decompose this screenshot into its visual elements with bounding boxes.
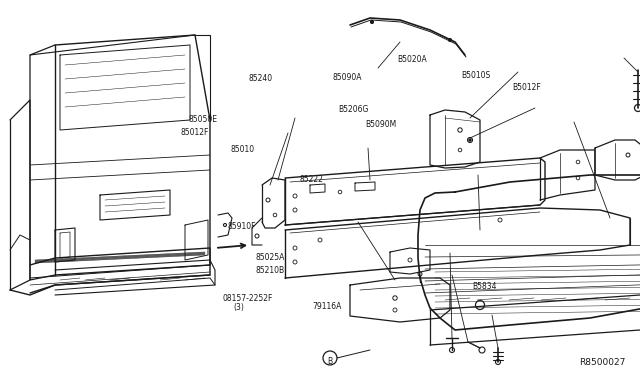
Text: 85240: 85240 (248, 74, 273, 83)
Text: B5834: B5834 (472, 282, 497, 291)
Circle shape (371, 20, 374, 23)
Circle shape (469, 139, 471, 141)
Text: B: B (328, 357, 333, 366)
Text: 85210B: 85210B (256, 266, 285, 275)
Text: B5206G: B5206G (338, 105, 368, 114)
Text: 85025A: 85025A (256, 253, 285, 262)
Text: B5012F: B5012F (512, 83, 541, 92)
Text: 85910F: 85910F (228, 222, 257, 231)
Text: 85050E: 85050E (188, 115, 217, 124)
Text: B5020A: B5020A (397, 55, 426, 64)
Text: 85010: 85010 (230, 145, 255, 154)
Text: 85012F: 85012F (180, 128, 209, 137)
Text: 79116A: 79116A (312, 302, 342, 311)
Text: (3): (3) (234, 303, 244, 312)
Circle shape (449, 38, 451, 42)
Text: 85090A: 85090A (333, 73, 362, 81)
Text: R8500027: R8500027 (579, 358, 625, 367)
Text: 85222: 85222 (300, 175, 323, 184)
Text: B5010S: B5010S (461, 71, 490, 80)
Text: B5090M: B5090M (365, 120, 396, 129)
Text: 08157-2252F: 08157-2252F (223, 294, 273, 303)
